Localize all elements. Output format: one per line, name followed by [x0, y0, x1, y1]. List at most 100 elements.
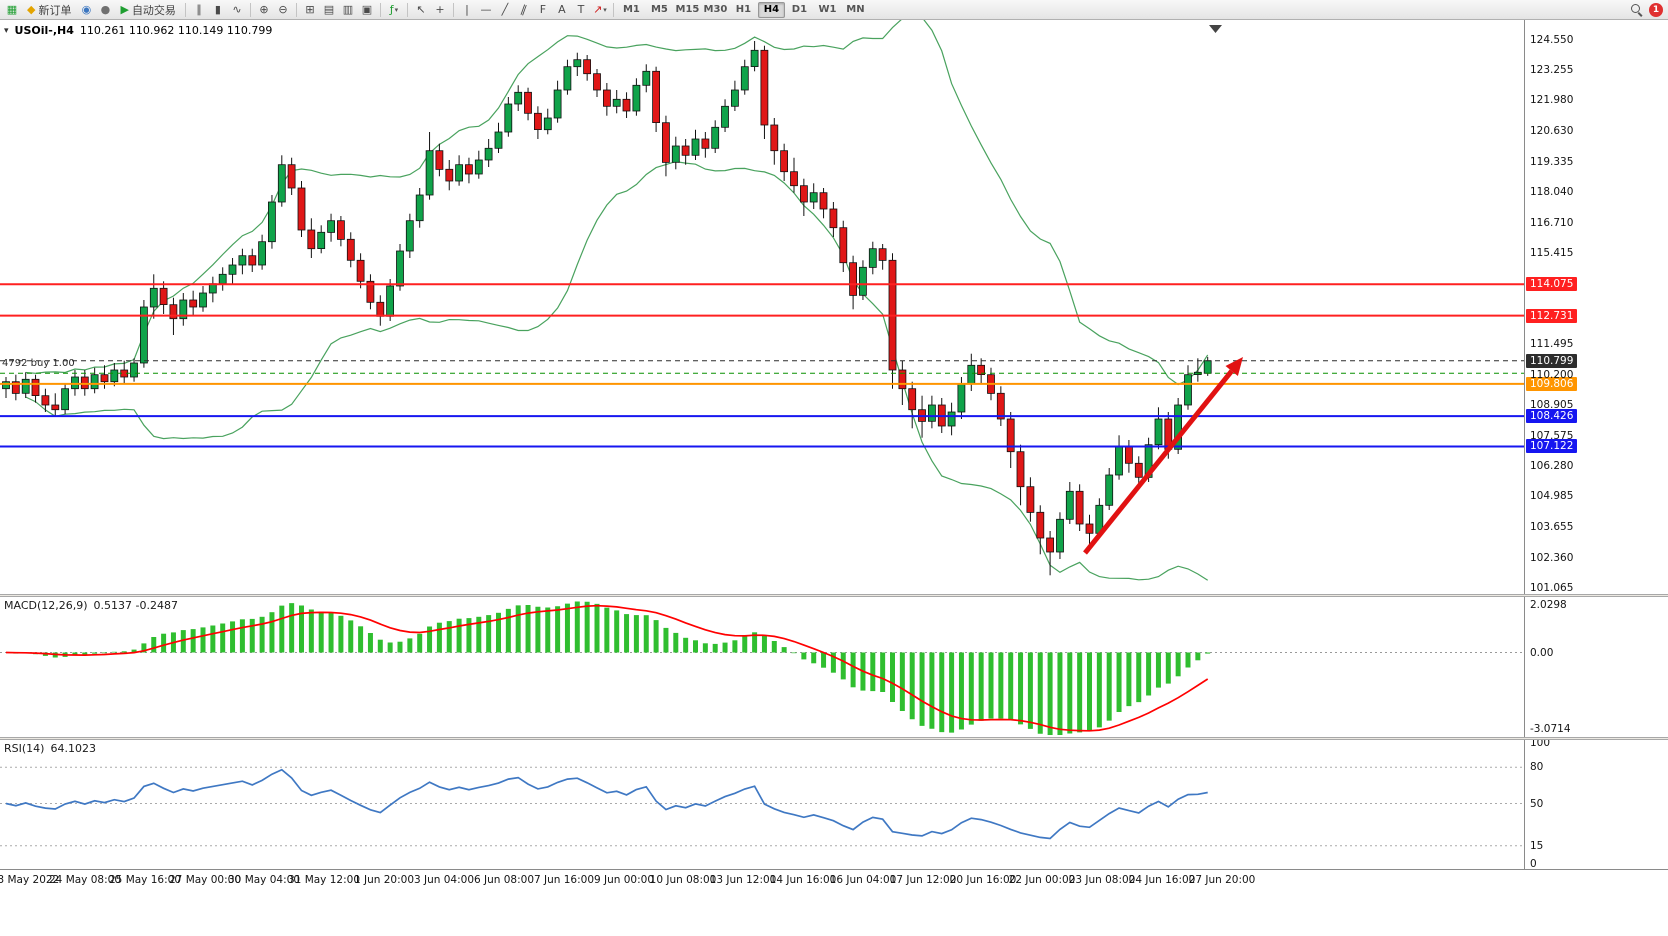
rsi-scale-label: 15 — [1530, 840, 1544, 852]
tf-button-D1[interactable]: D1 — [791, 4, 808, 15]
cursor-button[interactable]: ↖ — [412, 1, 430, 18]
toolbar-separator — [295, 2, 297, 17]
candle-body — [1174, 404, 1182, 450]
chart-window-icon[interactable]: ▦ — [3, 1, 21, 18]
candle-body — [1046, 537, 1054, 553]
tf-button-M15[interactable]: M15 — [675, 4, 700, 15]
cascade-windows-button[interactable]: ▤ — [320, 1, 338, 18]
crosshair-icon: + — [435, 3, 445, 16]
text-tool-button[interactable]: A — [553, 1, 571, 18]
rsi-panel[interactable]: RSI(14) 64.1023 — [0, 740, 1524, 867]
horizontal-line-button[interactable]: — — [477, 1, 495, 18]
vertical-line-button[interactable]: | — [458, 1, 476, 18]
candle-body — [366, 280, 375, 303]
trend-arrow-line[interactable] — [1083, 369, 1234, 555]
trend-arrow-head[interactable] — [1225, 357, 1244, 376]
price-axis[interactable]: 114.075 112.731 110.799 109.806 108.426 107.1… — [1524, 20, 1668, 870]
candle-body — [1075, 490, 1084, 525]
macd-values: 0.5137 -0.2487 — [93, 599, 178, 612]
macd-scale-label: -3.0714 — [1530, 723, 1571, 735]
fullscreen-button[interactable]: ▣ — [358, 1, 376, 18]
rsi-name: RSI(14) — [4, 742, 45, 755]
crosshair-button[interactable]: + — [431, 1, 449, 18]
timeframe-toolbar: M1 M5 M15 M30 H1 H4 D1 W1 MN — [618, 1, 869, 18]
tf-button-H1[interactable]: H1 — [735, 4, 752, 15]
arrows-tool-button[interactable]: ↗ ▾ — [591, 1, 609, 18]
vertical-line-icon: | — [465, 3, 469, 16]
candle-body — [662, 122, 670, 163]
autotrading-button[interactable]: ▶ 自动交易 — [115, 1, 180, 18]
zoom-in-button[interactable]: ⊕ — [255, 1, 273, 18]
candle-body — [90, 374, 99, 390]
fibonacci-button[interactable]: F — [534, 1, 552, 18]
cascade-windows-icon: ▤ — [323, 3, 335, 16]
macd-scale-label: 0.00 — [1530, 647, 1554, 659]
time-label: 13 Jun 12:00 — [709, 874, 777, 886]
candle-body — [563, 66, 572, 91]
new-order-button[interactable]: ◆ 新订单 — [22, 1, 76, 18]
arrange-windows-button[interactable]: ▥ — [339, 1, 357, 18]
candle-body — [494, 131, 503, 149]
macd-signal-line — [5, 604, 1209, 732]
candle-body — [11, 381, 20, 394]
time-label: 31 May 12:00 — [287, 874, 361, 886]
candle-body — [130, 362, 138, 378]
rsi-value: 64.1023 — [50, 742, 96, 755]
candle-body — [1036, 511, 1045, 539]
market-watch-icon: ◉ — [81, 3, 92, 16]
search-icon[interactable] — [1630, 3, 1643, 16]
candle-body — [169, 304, 178, 320]
macd-panel[interactable]: MACD(12,26,9) 0.5137 -0.2487 — [0, 597, 1524, 737]
notification-badge[interactable]: 1 — [1649, 2, 1663, 17]
zoom-in-icon: ⊕ — [259, 3, 269, 16]
candle-body — [809, 192, 818, 203]
candle-chart-button[interactable]: ▮ — [209, 1, 227, 18]
candle-body — [1085, 523, 1094, 534]
tf-button-M1[interactable]: M1 — [622, 4, 640, 15]
channel-button[interactable]: ∥ — [515, 1, 533, 18]
macd-name: MACD(12,26,9) — [4, 599, 88, 612]
trendline-button[interactable]: ╱ — [496, 1, 514, 18]
label-tool-button[interactable]: T — [572, 1, 590, 18]
zoom-out-button[interactable]: ⊖ — [274, 1, 292, 18]
candle-body — [632, 84, 641, 112]
main-chart-panel[interactable]: ▾ USOil-,H4 110.261 110.962 110.149 110.… — [0, 20, 1524, 594]
indicators-button[interactable]: ƒ ▾ — [385, 1, 403, 18]
candlestick-chart[interactable] — [0, 20, 1524, 594]
candle-body — [1134, 462, 1143, 478]
market-watch-button[interactable]: ◉ — [77, 1, 95, 18]
bar-chart-button[interactable]: ∥ — [190, 1, 208, 18]
candle-body — [346, 238, 355, 261]
tf-button-M30[interactable]: M30 — [703, 4, 728, 15]
chart-shift-marker[interactable] — [1209, 25, 1222, 33]
one-click-trading-toggle[interactable]: ▾ — [4, 25, 9, 36]
tf-button-MN[interactable]: MN — [846, 4, 865, 15]
time-label: 3 Jun 04:00 — [413, 874, 475, 886]
candle-body — [1105, 474, 1114, 506]
price-tick: 123.255 — [1530, 64, 1574, 76]
toolbar-right-group: 1 — [1630, 2, 1665, 17]
candle-body — [179, 299, 188, 320]
line-chart-button[interactable]: ∿ — [228, 1, 246, 18]
candle-body — [701, 138, 710, 149]
candle-body — [159, 287, 168, 305]
candle-body — [524, 91, 532, 114]
candle-body — [287, 164, 296, 189]
panel-splitter[interactable] — [0, 737, 1668, 740]
chart-icon: ▦ — [6, 3, 18, 16]
news-button[interactable]: ● — [96, 1, 114, 18]
candle-chart-icon: ▮ — [214, 3, 221, 16]
tf-button-M5[interactable]: M5 — [650, 4, 668, 15]
candle-body — [110, 369, 119, 383]
candle-body — [356, 259, 365, 282]
candle-body — [80, 376, 89, 390]
main-toolbar: ▦ ◆ 新订单 ◉ ● ▶ 自动交易 ∥ ▮ ∿ ⊕ ⊖ ⊞ ▤ ▥ ▣ ƒ ▾… — [0, 0, 1668, 20]
panel-splitter[interactable] — [0, 594, 1668, 597]
candle-body — [258, 241, 267, 266]
tf-button-H4[interactable]: H4 — [757, 1, 785, 18]
tile-windows-button[interactable]: ⊞ — [301, 1, 319, 18]
label-tool-icon: T — [577, 3, 585, 16]
tf-button-W1[interactable]: W1 — [818, 4, 837, 15]
candle-body — [1154, 418, 1163, 446]
